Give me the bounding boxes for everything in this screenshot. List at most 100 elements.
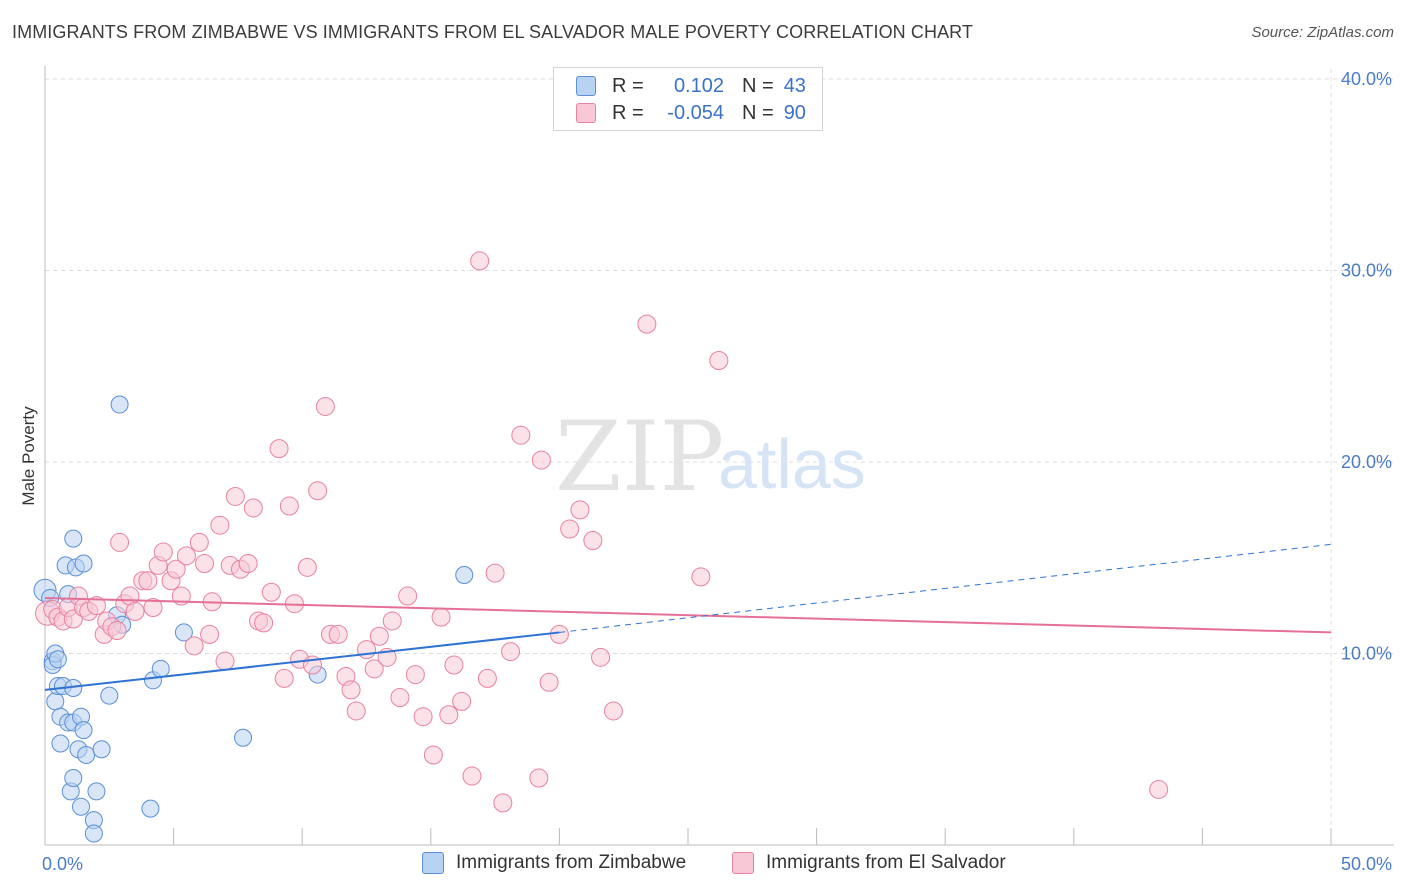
n-label: N = [742, 74, 774, 97]
legend-row-elsalvador: R = -0.054 N = 90 [576, 100, 806, 126]
elsalvador-point [357, 640, 376, 660]
elsalvador-point [405, 665, 425, 685]
n-value: 43 [783, 74, 806, 97]
elsalvador-swatch [576, 103, 596, 123]
elsalvador-point [560, 519, 580, 539]
axes [44, 66, 1394, 846]
elsalvador-point [382, 611, 402, 631]
elsalvador-legend-label: Immigrants from El Salvador [766, 852, 1006, 873]
elsalvador-point [444, 655, 464, 675]
elsalvador-point [539, 672, 559, 692]
r-value: 0.102 [673, 74, 724, 97]
watermark-atlas: atlas [718, 425, 866, 503]
zimbabwe-point [87, 782, 106, 801]
elsalvador-point [398, 586, 418, 606]
elsalvador-point [269, 439, 289, 459]
elsalvador-point [166, 559, 186, 579]
y-tick-label: 10.0% [1341, 644, 1392, 664]
zimbabwe-point [74, 554, 93, 573]
elsalvador-point [189, 532, 209, 552]
y-axis-label: Male Poverty [19, 406, 38, 506]
elsalvador-point [691, 567, 711, 587]
elsalvador-point [462, 766, 482, 786]
elsalvador-point [549, 624, 569, 644]
legend-item-zimbabwe[interactable]: Immigrants from Zimbabwe [422, 852, 686, 874]
elsalvador-point [110, 532, 130, 552]
elsalvador-point [238, 553, 258, 573]
zimbabwe-trend-extension [559, 543, 1332, 633]
elsalvador-point [308, 481, 328, 501]
elsalvador-point [493, 793, 513, 813]
zimbabwe-point [46, 692, 65, 711]
zimbabwe-point [92, 740, 111, 759]
series-legend: Immigrants from Zimbabwe Immigrants from… [0, 852, 1406, 878]
zimbabwe-legend-label: Immigrants from Zimbabwe [456, 852, 687, 873]
elsalvador-point [143, 598, 163, 618]
elsalvador-point [243, 498, 263, 518]
elsalvador-point [529, 768, 549, 788]
zimbabwe-point [141, 799, 160, 818]
elsalvador-point [364, 659, 384, 679]
elsalvador-point [439, 705, 459, 725]
elsalvador-points [35, 251, 1169, 813]
elsalvador-point [138, 571, 158, 591]
x-tick-label: 50.0% [1341, 854, 1392, 874]
zimbabwe-trend-line [44, 631, 560, 691]
elsalvador-point [297, 557, 317, 577]
elsalvador-legend-swatch [732, 852, 754, 874]
y-tick-label: 40.0% [1341, 69, 1392, 89]
elsalvador-point [107, 621, 127, 641]
elsalvador-point [501, 642, 521, 662]
chart-title: IMMIGRANTS FROM ZIMBABWE VS IMMIGRANTS F… [12, 22, 974, 42]
elsalvador-point [279, 496, 299, 516]
elsalvador-point [210, 515, 230, 535]
correlation-legend: R = 0.102 N = 43 R = -0.054 N = 90 [553, 67, 823, 131]
elsalvador-point [413, 707, 433, 727]
x-tick-label: 0.0% [42, 854, 83, 874]
elsalvador-point [452, 691, 472, 711]
elsalvador-point [603, 701, 623, 721]
elsalvador-point [86, 596, 106, 616]
elsalvador-point [274, 668, 294, 688]
zimbabwe-legend-swatch [422, 852, 444, 874]
zimbabwe-point [151, 659, 170, 678]
zimbabwe-point [84, 824, 103, 843]
zimbabwe-point [174, 623, 193, 642]
elsalvador-point [153, 542, 173, 562]
legend-item-elsalvador[interactable]: Immigrants from El Salvador [732, 852, 1006, 874]
trend-lines [44, 543, 1332, 691]
tick-labels: 10.0% 20.0% 30.0% 40.0% 0.0% 50.0% [42, 69, 1392, 874]
elsalvador-point [709, 351, 729, 371]
zimbabwe-point [64, 529, 83, 548]
elsalvador-point [390, 688, 410, 708]
elsalvador-point [637, 314, 657, 334]
zimbabwe-point [77, 745, 96, 764]
zimbabwe-swatch [576, 76, 596, 96]
elsalvador-point [215, 651, 235, 671]
source-label: Source: ZipAtlas.com [1251, 24, 1394, 41]
elsalvador-point [583, 531, 603, 551]
zimbabwe-point [110, 395, 129, 414]
elsalvador-point [477, 668, 497, 688]
elsalvador-point [184, 636, 204, 656]
elsalvador-point [176, 546, 196, 566]
elsalvador-point [125, 601, 145, 621]
elsalvador-point [1149, 779, 1169, 799]
elsalvador-point [470, 251, 490, 271]
n-label: N = [742, 101, 774, 124]
zimbabwe-point [48, 650, 67, 669]
elsalvador-point [369, 626, 389, 646]
zimbabwe-point [64, 768, 83, 787]
elsalvador-point [431, 607, 451, 627]
elsalvador-point [225, 486, 245, 506]
r-label: R = [612, 74, 644, 97]
watermark: ZIP atlas [555, 401, 866, 513]
elsalvador-point [485, 563, 505, 583]
zimbabwe-point [51, 734, 70, 753]
elsalvador-point [531, 450, 551, 470]
elsalvador-point [328, 624, 348, 644]
elsalvador-point [261, 582, 281, 602]
elsalvador-trend-line [44, 596, 1332, 634]
watermark-zip: ZIP [555, 401, 724, 513]
